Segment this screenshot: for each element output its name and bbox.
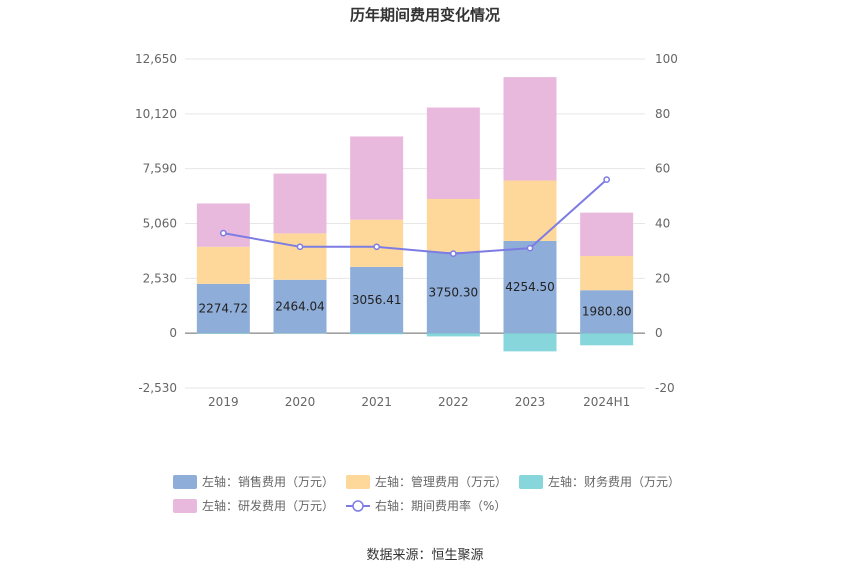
bar-segment-1 <box>503 240 557 334</box>
rate-point <box>296 243 304 251</box>
legend-label[interactable]: 左轴：管理费用（万元） <box>375 474 507 489</box>
rate-line <box>223 178 608 255</box>
bar-segment-4 <box>426 107 480 200</box>
bar-segment-4 <box>580 212 634 256</box>
rate-point <box>219 229 227 237</box>
x-tick-label: 2019 <box>208 395 239 409</box>
bar-segment-1 <box>273 279 327 334</box>
bar-segment-4 <box>503 77 557 181</box>
bar-segment-4 <box>273 173 327 234</box>
bar-value-label: 2464.04 <box>275 299 325 313</box>
rate-point <box>603 176 611 183</box>
bar-segment-1 <box>196 283 250 334</box>
bar-segment-4 <box>350 136 404 220</box>
rate-point <box>526 244 534 252</box>
left-tick-label: 0 <box>169 326 177 340</box>
bar-segment-3 <box>580 333 634 346</box>
x-tick-label: 2020 <box>285 395 316 409</box>
x-tick-label: 2023 <box>515 395 546 409</box>
right-axis-ticks: -20 0 20 40 60 80 100 <box>655 52 678 395</box>
legend-label[interactable]: 左轴：财务费用（万元） <box>548 474 680 489</box>
legend-label[interactable]: 左轴：研发费用（万元） <box>202 498 334 513</box>
bar-segment-3 <box>503 333 557 352</box>
left-tick-label: 5,060 <box>143 217 177 231</box>
bar-segment-3 <box>350 333 404 335</box>
left-tick-label: -2,530 <box>138 381 177 395</box>
chart-title: 历年期间费用变化情况 <box>350 6 500 24</box>
bar-segment-2 <box>350 219 404 267</box>
bar-stack-group <box>196 77 634 352</box>
bar-segment-2 <box>273 233 327 280</box>
bar-segment-2 <box>503 180 557 241</box>
bar-segment-1 <box>426 251 480 334</box>
rate-line-group <box>219 176 611 258</box>
bar-value-label: 4254.50 <box>505 280 555 294</box>
bar-segment-3 <box>426 333 480 337</box>
x-tick-label: 2021 <box>361 395 392 409</box>
right-tick-label: 60 <box>655 162 670 176</box>
left-tick-label: 10,120 <box>135 107 177 121</box>
bar-value-label: 3056.41 <box>352 293 402 307</box>
right-tick-label: 40 <box>655 217 670 231</box>
x-tick-label: 2024H1 <box>583 395 630 409</box>
rate-point <box>449 250 457 258</box>
data-source: 数据来源：恒生聚源 <box>366 548 483 563</box>
left-axis-ticks: -2,530 0 2,530 5,060 7,590 10,120 12,650 <box>135 52 177 395</box>
right-tick-label: -20 <box>655 381 675 395</box>
right-tick-label: 20 <box>655 271 670 285</box>
bar-segment-2 <box>426 199 480 252</box>
bar-segment-2 <box>196 246 250 284</box>
legend: 左轴：销售费用（万元） 左轴：管理费用（万元） 左轴：财务费用（万元） 左轴：研发费用… <box>173 474 680 513</box>
gridlines <box>185 58 645 389</box>
x-axis-ticks: 2019 2020 2021 2022 2023 2024H1 <box>208 395 630 409</box>
right-tick-label: 80 <box>655 107 670 121</box>
right-tick-label: 0 <box>655 326 663 340</box>
bar-segment-3 <box>196 333 250 334</box>
right-tick-label: 100 <box>655 52 678 66</box>
legend-swatch <box>346 475 370 489</box>
bar-segment-1 <box>580 290 634 334</box>
left-tick-label: 12,650 <box>135 52 177 66</box>
bar-label-group: 2274.72 2464.04 3056.41 3750.30 4254.50 1980.… <box>199 280 632 319</box>
bar-segment-2 <box>580 255 634 291</box>
legend-marker-swatch <box>352 500 364 512</box>
bar-segment-1 <box>350 266 404 334</box>
bar-value-label: 3750.30 <box>429 286 479 300</box>
bar-value-label: 2274.72 <box>199 302 249 316</box>
bar-value-label: 1980.80 <box>582 305 632 319</box>
rate-point <box>373 243 381 251</box>
legend-swatch <box>519 475 543 489</box>
legend-swatch <box>173 475 197 489</box>
legend-label[interactable]: 右轴：期间费用率（%） <box>375 498 506 513</box>
bar-segment-4 <box>196 203 250 247</box>
left-tick-label: 2,530 <box>143 271 177 285</box>
x-tick-label: 2022 <box>438 395 469 409</box>
legend-label[interactable]: 左轴：销售费用（万元） <box>202 474 334 489</box>
left-tick-label: 7,590 <box>143 162 177 176</box>
legend-swatch <box>173 499 197 513</box>
